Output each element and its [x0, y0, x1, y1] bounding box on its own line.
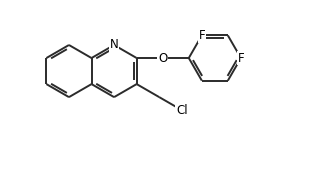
Text: N: N — [110, 39, 118, 52]
Text: Cl: Cl — [176, 104, 188, 117]
Text: O: O — [158, 52, 167, 65]
Text: F: F — [238, 52, 244, 65]
Text: F: F — [198, 29, 205, 42]
